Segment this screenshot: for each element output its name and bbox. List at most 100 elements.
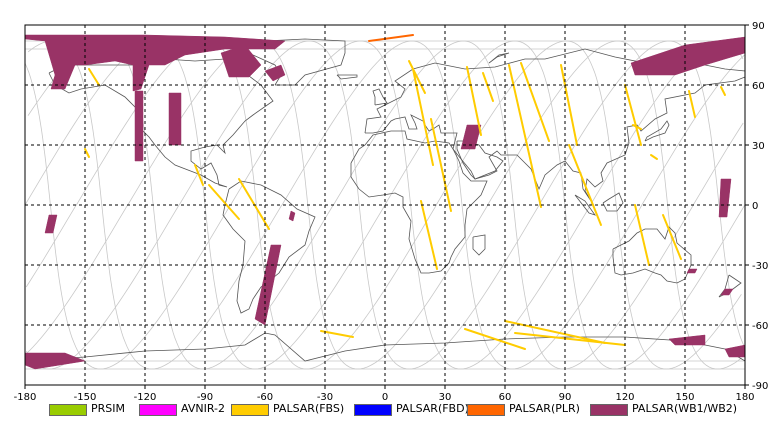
wb-swath-pacific-south xyxy=(44,214,58,234)
longitude-label: 60 xyxy=(499,392,512,403)
fbs-swath xyxy=(508,64,542,208)
legend: PRSIM AVNIR-2 PALSAR(FBS) PALSAR(FBD) PA… xyxy=(0,401,770,419)
legend-label-palsar-wb: PALSAR(WB1/WB2) xyxy=(632,402,738,415)
legend-label-avnir2: AVNIR-2 xyxy=(181,402,225,415)
wb-swath-siberia xyxy=(630,36,746,76)
longitude-label: 30 xyxy=(439,392,452,403)
coastline xyxy=(24,332,746,362)
fbs-swath xyxy=(464,328,526,350)
wb-swath-south-atlantic xyxy=(254,244,282,326)
fbs-swath xyxy=(194,164,204,186)
acquisition-swaths xyxy=(24,34,746,370)
coastline xyxy=(456,140,504,180)
latitude-label: 0 xyxy=(752,201,758,212)
plr-swath-arctic xyxy=(368,34,414,42)
coastline xyxy=(336,74,358,80)
wb-swath-brazil xyxy=(288,210,296,222)
coastline xyxy=(644,120,670,142)
wb-swath-antarctic-east xyxy=(668,334,706,346)
longitude-label: -90 xyxy=(197,392,213,403)
wb-swath-nz xyxy=(720,288,734,296)
orbit-track xyxy=(24,40,742,370)
coastline xyxy=(372,88,388,106)
coastline xyxy=(602,192,624,212)
longitude-label: 0 xyxy=(382,392,388,403)
fbs-swath xyxy=(238,178,270,230)
longitude-label: 150 xyxy=(675,392,694,403)
legend-swatch-palsar-fbs xyxy=(231,404,269,416)
longitude-label: -60 xyxy=(257,392,273,403)
wb-swath-north-america xyxy=(24,34,286,92)
wb-swath-ross xyxy=(724,344,746,358)
fbs-swath xyxy=(632,124,642,130)
longitude-label: -150 xyxy=(74,392,97,403)
coastline xyxy=(222,180,316,314)
fbs-swath xyxy=(514,332,626,346)
fbs-swath xyxy=(466,66,482,136)
legend-swatch-palsar-wb xyxy=(590,404,628,416)
orbit-track xyxy=(281,40,643,370)
legend-label-palsar-plr: PALSAR(PLR) xyxy=(509,402,580,415)
longitude-label: 90 xyxy=(559,392,572,403)
fbs-swath xyxy=(624,84,642,146)
coastline xyxy=(472,234,486,256)
fbs-swath xyxy=(720,86,726,96)
orbit-track xyxy=(76,40,437,370)
fbs-swath xyxy=(408,60,426,94)
fbs-swath xyxy=(420,200,438,270)
legend-swatch-prism xyxy=(49,404,87,416)
longitude-label: -120 xyxy=(134,392,157,403)
fbs-swath xyxy=(430,118,452,212)
latitude-label: -60 xyxy=(752,321,768,332)
fbs-swath xyxy=(504,320,606,344)
fbs-swath xyxy=(482,72,494,102)
orbit-track xyxy=(178,40,540,370)
fbs-swath xyxy=(520,62,550,142)
wb-swath-labrador xyxy=(264,64,286,82)
fbs-swath xyxy=(568,144,602,226)
fbs-swath xyxy=(320,330,354,338)
fbs-swath xyxy=(88,68,100,86)
legend-swatch-palsar-plr xyxy=(467,404,505,416)
legend-label-palsar-fbd: PALSAR(FBD) xyxy=(396,402,469,415)
coastline xyxy=(350,130,488,274)
fbs-swath xyxy=(560,64,578,146)
longitude-label: 180 xyxy=(735,392,754,403)
wb-swath-canada xyxy=(168,92,182,146)
legend-label-palsar-fbs: PALSAR(FBS) xyxy=(273,402,345,415)
legend-swatch-palsar-fbd xyxy=(354,404,392,416)
coastline xyxy=(364,48,746,202)
latitude-label: -30 xyxy=(752,261,768,272)
latitude-label: -90 xyxy=(752,381,768,392)
longitude-label: 120 xyxy=(615,392,634,403)
legend-swatch-avnir2 xyxy=(139,404,177,416)
wb-swath-greenland xyxy=(220,44,262,78)
legend-label-prism: PRSIM xyxy=(91,402,125,415)
fbs-swath xyxy=(412,68,434,166)
fbs-swath xyxy=(688,90,696,118)
wb-swath-west-pacific xyxy=(718,178,732,218)
fbs-swath xyxy=(634,204,650,266)
wb-swath-pacific xyxy=(134,90,144,162)
coastline xyxy=(239,38,346,86)
longitude-label: -180 xyxy=(14,392,37,403)
coastline xyxy=(574,194,597,216)
latitude-label: 30 xyxy=(752,141,765,152)
coastline xyxy=(488,52,510,64)
longitude-labels: -180 -150 -120 -90 -60 -30 0 30 60 90 120 150 180 xyxy=(14,392,755,403)
latitude-labels: 90 60 30 0 -30 -60 -90 xyxy=(752,21,768,392)
fbs-swath xyxy=(84,148,90,158)
wb-swath-caspian xyxy=(460,124,482,150)
latitude-label: 90 xyxy=(752,21,765,32)
wb-swath-tasman xyxy=(686,268,698,274)
coastline xyxy=(48,58,274,188)
graticule xyxy=(24,24,749,389)
longitude-label: -30 xyxy=(317,392,333,403)
latitude-label: 60 xyxy=(752,81,765,92)
fbs-swath xyxy=(650,154,658,160)
fbs-swath xyxy=(208,184,240,220)
map-frame xyxy=(24,24,746,386)
fbs-swath xyxy=(662,214,682,260)
